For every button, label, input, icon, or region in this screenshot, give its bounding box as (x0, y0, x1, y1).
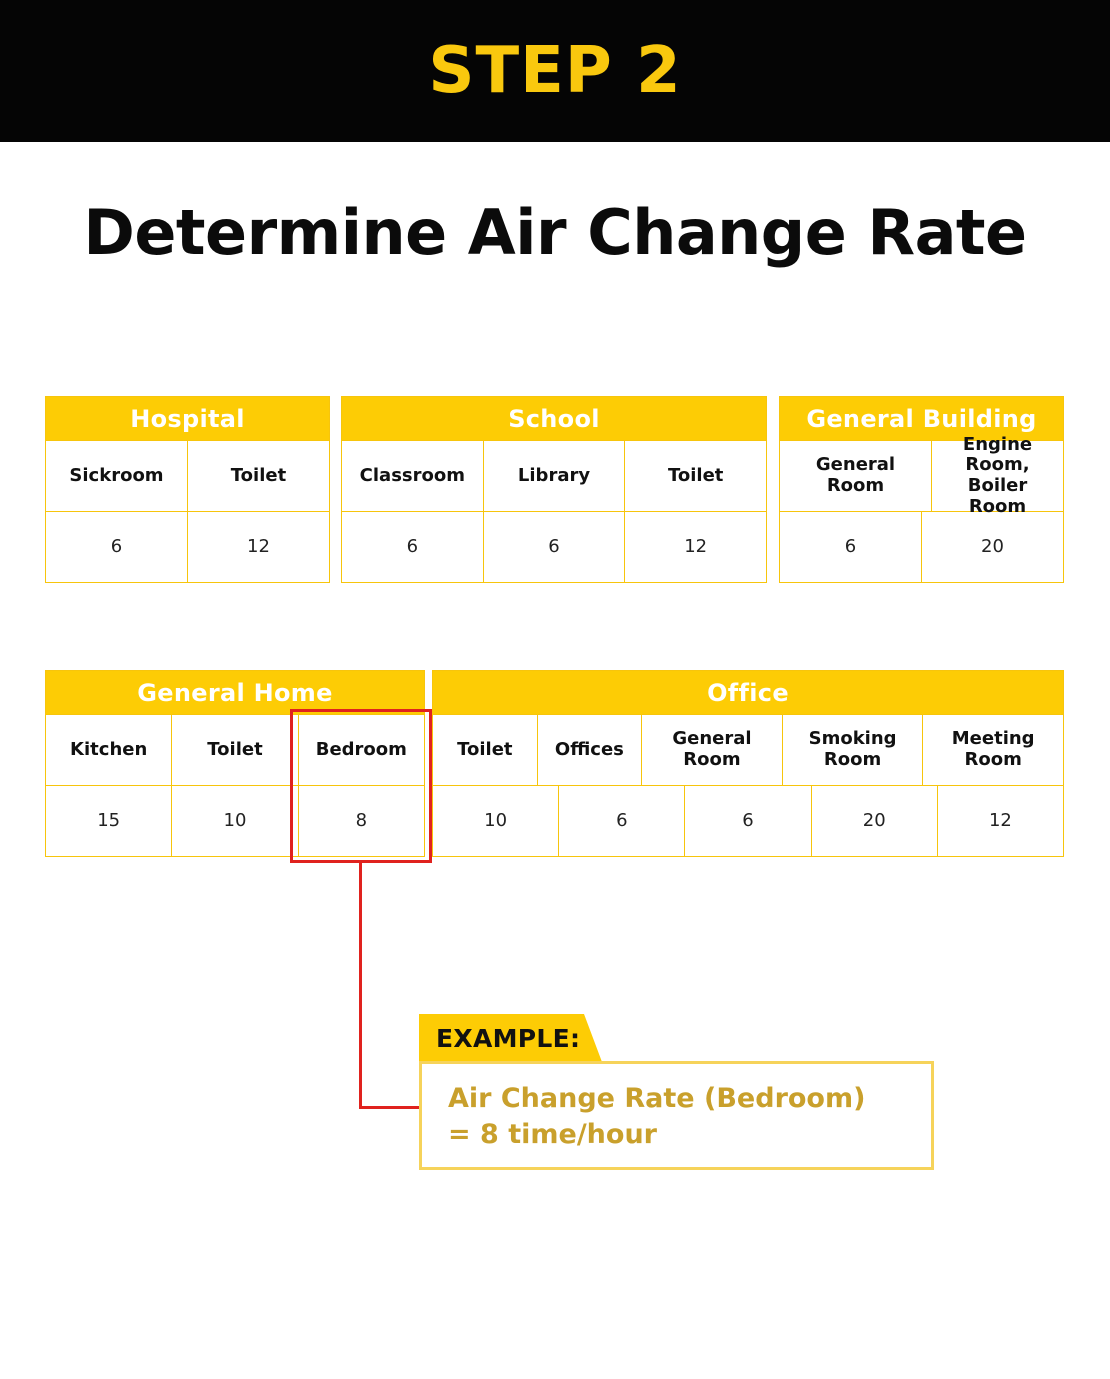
label-row: Toilet Offices General Room Smoking Room… (433, 714, 1063, 785)
office-table: Office Toilet Offices General Room Smoki… (432, 670, 1064, 857)
school-table: School Classroom Library Toilet 6 6 12 (341, 396, 767, 583)
example-tab: EXAMPLE: (419, 1014, 602, 1062)
rate-value: 8 (297, 786, 424, 856)
room-label: Smoking Room (781, 715, 923, 785)
example-box: Air Change Rate (Bedroom) = 8 time/hour (419, 1061, 934, 1170)
rate-value: 15 (97, 809, 121, 831)
table-title: Hospital (46, 397, 329, 440)
connector-line-horizontal (359, 1106, 421, 1109)
connector-line-vertical (359, 863, 362, 1109)
page-title: Determine Air Change Rate (83, 196, 1027, 269)
rate-value: 12 (187, 512, 329, 582)
room-label: Toilet (624, 441, 766, 511)
header-bar: STEP 2 (0, 0, 1110, 142)
example-line-2: = 8 time/hour (448, 1119, 657, 1150)
rate-value: 6 (482, 512, 625, 582)
room-label: Offices (536, 715, 642, 785)
rate-value: 6 (110, 535, 123, 557)
room-label: General Room (815, 454, 896, 496)
rate-value: 12 (624, 512, 766, 582)
room-label: Toilet (457, 738, 513, 760)
label-row: General Room Engine Room, Boiler Room (780, 434, 1063, 517)
table-title: General Building (780, 397, 1063, 440)
rate-value: 6 (684, 786, 810, 856)
value-row: 6 12 (46, 511, 329, 582)
room-label: Toilet (187, 441, 329, 511)
room-label: Classroom (359, 464, 465, 486)
room-label: Sickroom (69, 464, 164, 486)
rate-value: 10 (484, 809, 508, 831)
rate-value: 6 (406, 535, 419, 557)
value-row: 15 10 8 (46, 785, 424, 856)
value-row: 6 6 12 (342, 511, 766, 582)
room-label: Meeting Room (922, 715, 1063, 785)
rate-value: 6 (844, 535, 857, 557)
table-title: School (342, 397, 766, 440)
rate-value: 20 (810, 786, 937, 856)
general-home-table: General Home Kitchen Toilet Bedroom 15 1… (45, 670, 425, 857)
example-line-1: Air Change Rate (Bedroom) (448, 1083, 866, 1114)
room-label: Kitchen (70, 738, 148, 760)
step-title: STEP 2 (428, 34, 682, 108)
room-label: General Room (641, 715, 782, 785)
value-row: 6 20 (780, 511, 1063, 582)
room-label: Toilet (171, 715, 297, 785)
rate-value: 20 (921, 512, 1063, 582)
label-row: Sickroom Toilet (46, 440, 329, 511)
value-row: 10 6 6 20 12 (433, 785, 1063, 856)
room-label: Library (482, 441, 625, 511)
rate-value: 10 (171, 786, 297, 856)
rate-value: 6 (558, 786, 684, 856)
label-row: Classroom Library Toilet (342, 440, 766, 511)
label-row: Kitchen Toilet Bedroom (46, 714, 424, 785)
table-title: General Home (46, 671, 424, 714)
table-title: Office (433, 671, 1063, 714)
general-building-table: General Building General Room Engine Roo… (779, 396, 1064, 583)
rate-value: 12 (936, 786, 1063, 856)
hospital-table: Hospital Sickroom Toilet 6 12 (45, 396, 330, 583)
room-label: Bedroom (297, 715, 424, 785)
room-label: Engine Room, Boiler Room (931, 434, 1063, 517)
